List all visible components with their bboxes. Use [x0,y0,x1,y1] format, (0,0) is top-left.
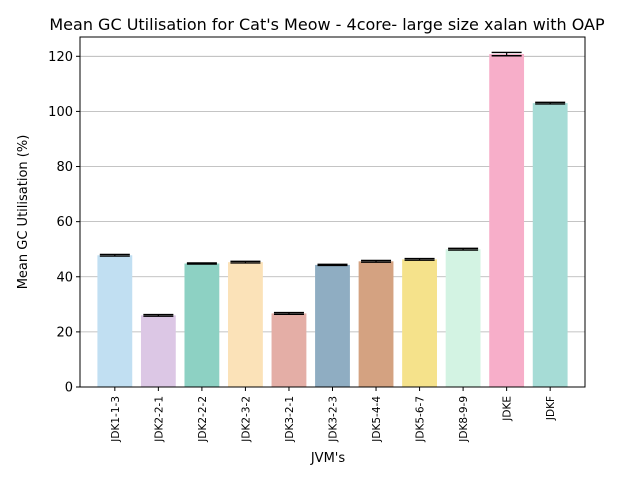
bar [532,103,568,388]
x-tick-label: JDK5-4-4 [371,396,383,443]
chart-title: Mean GC Utilisation for Cat's Meow - 4co… [49,15,605,34]
error-bars [99,51,566,317]
y-tick-label: 0 [65,381,73,396]
bar [184,263,220,387]
bar [271,313,307,387]
x-axis-title: JVM's [310,451,346,466]
y-tick-label: 80 [56,160,73,175]
bar [489,54,525,388]
bar [140,315,176,387]
x-tick-label: JDKE [502,396,514,422]
bar [358,261,394,387]
bar [402,259,437,387]
y-tick-label: 40 [56,270,73,285]
x-ticks: JDK1-1-3 JDK2-2-1 JDK2-2-2 JDK2-3-2 JDK3-2-1… [110,387,557,443]
bar [445,249,481,387]
y-ticks: 0 20 40 60 80 100 120 [48,50,80,396]
y-tick-label: 20 [56,325,73,340]
y-tick-label: 60 [56,215,73,230]
bar [97,255,133,387]
y-tick-label: 100 [48,105,73,120]
x-tick-label: JDKF [545,396,557,421]
x-tick-label: JDK2-3-2 [240,396,252,443]
y-axis-title: Mean GC Utilisation (%) [16,135,31,290]
bar [228,262,263,387]
bar [315,264,350,387]
x-tick-label: JDK8-9-9 [458,396,470,443]
x-tick-label: JDK1-1-3 [110,396,122,443]
bars [97,54,568,388]
x-tick-label: JDK2-2-2 [197,396,209,443]
x-tick-label: JDK3-2-3 [328,396,340,443]
x-tick-label: JDK3-2-1 [284,396,296,443]
x-tick-label: JDK2-2-1 [153,396,165,443]
x-tick-label: JDK5-6-7 [415,396,427,443]
y-tick-label: 120 [48,50,73,65]
